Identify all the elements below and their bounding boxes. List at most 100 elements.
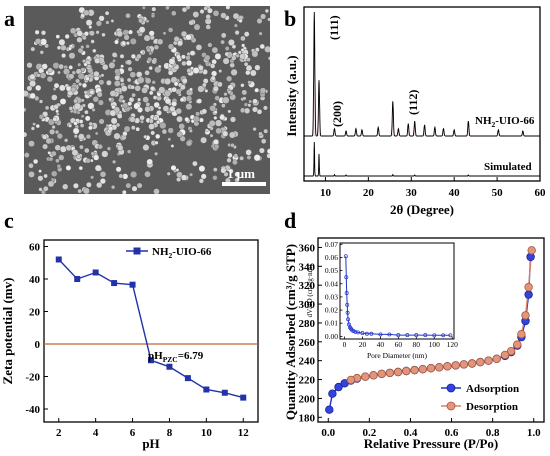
- sem-particle: [104, 10, 110, 16]
- sem-particle: [59, 84, 66, 92]
- sem-particle: [164, 77, 172, 85]
- sem-particle: [258, 31, 263, 36]
- sem-particle: [29, 92, 36, 100]
- sem-particle: [111, 52, 118, 58]
- sem-particle: [150, 13, 156, 18]
- sem-particle: [52, 62, 60, 70]
- sem-particle: [231, 55, 237, 61]
- sem-particle: [68, 106, 74, 111]
- inset-point: [343, 254, 348, 259]
- sem-particle: [86, 181, 92, 188]
- sem-particle: [127, 101, 133, 107]
- sem-particle: [175, 107, 182, 115]
- inset-point: [369, 331, 374, 336]
- sem-particle: [38, 187, 43, 192]
- inset-point: [396, 333, 401, 338]
- sem-particle: [176, 54, 181, 60]
- sem-particle: [106, 79, 112, 86]
- sem-particle: [55, 109, 59, 114]
- sem-particle: [87, 102, 95, 110]
- sem-particle: [238, 18, 243, 23]
- sem-particle: [30, 126, 35, 131]
- sem-particle: [56, 164, 62, 169]
- xrd-chart: 10 20 30 40 50 60 (111) (200) (112) NH2-UIO-6…: [286, 6, 546, 217]
- sem-particle: [264, 45, 270, 53]
- sem-particle: [84, 147, 90, 154]
- sem-particle: [24, 90, 29, 97]
- sem-particle: [232, 12, 240, 20]
- sem-particle: [117, 144, 124, 152]
- sem-particle: [113, 80, 121, 87]
- sem-particle: [224, 46, 230, 51]
- sem-particle: [167, 70, 174, 76]
- sem-particle: [145, 19, 150, 24]
- panel-letter-c: c: [4, 208, 14, 233]
- sem-particle: [195, 44, 203, 51]
- isotherm-legend: Adsorption Desorption: [441, 383, 519, 413]
- sem-particle: [248, 99, 253, 104]
- sem-particle: [221, 103, 226, 108]
- sem-particle: [43, 173, 48, 179]
- sem-particle: [136, 182, 143, 189]
- sem-particle: [77, 133, 85, 141]
- sem-particle: [55, 34, 60, 39]
- sem-particle: [151, 80, 156, 85]
- sem-particle: [47, 67, 53, 73]
- sem-particle: [102, 63, 109, 71]
- sem-particle: [252, 98, 258, 104]
- isotherm-y-tick-label: 340: [299, 261, 316, 273]
- sem-particle: [207, 7, 213, 14]
- sem-particle: [28, 171, 35, 178]
- panel-letter-a: a: [4, 6, 15, 31]
- isotherm-point-desorption: [500, 350, 510, 360]
- zeta-x-tick-label: 8: [167, 427, 173, 439]
- isotherm-point-adsorption: [325, 405, 334, 414]
- isotherm-point-adsorption: [328, 389, 337, 398]
- sem-particle: [56, 45, 62, 50]
- sem-particle: [225, 6, 231, 10]
- sem-particle: [114, 39, 119, 45]
- sem-particle: [47, 180, 55, 188]
- sem-particle: [58, 38, 66, 46]
- sem-particle: [213, 115, 218, 120]
- sem-particle: [180, 84, 186, 90]
- sem-particle: [58, 154, 65, 161]
- isotherm-y-tick-label: 180: [299, 412, 316, 424]
- sem-particle: [246, 155, 252, 160]
- sem-particle: [126, 59, 132, 66]
- sem-particle: [81, 82, 88, 88]
- sem-particle: [35, 123, 40, 129]
- sem-particle: [84, 109, 89, 115]
- isotherm-y-tick-label: 260: [299, 337, 316, 349]
- sem-particle: [83, 90, 88, 95]
- inset-y-axis-title: dV/dD (cm³/g·nm): [306, 264, 314, 318]
- sem-particle: [92, 96, 99, 103]
- isotherm-point-adsorption: [334, 382, 343, 392]
- sem-particle: [266, 153, 270, 159]
- sem-particle: [167, 127, 174, 134]
- sem-particle: [162, 31, 167, 36]
- zeta-legend-marker: [133, 247, 141, 255]
- sem-particle: [51, 94, 58, 101]
- sem-particle: [85, 134, 91, 140]
- sem-particle: [144, 70, 150, 76]
- inset-y-tick-label: 0.00: [325, 332, 338, 341]
- xrd-series-sample: [304, 11, 540, 137]
- sem-particle: [155, 133, 161, 139]
- sem-particle: [167, 43, 175, 50]
- sem-particle: [101, 150, 109, 158]
- isotherm-point-desorption: [393, 367, 403, 377]
- sem-particle: [123, 125, 131, 133]
- sem-particle: [120, 64, 124, 69]
- sem-particle: [115, 166, 122, 173]
- sem-particle: [59, 145, 67, 153]
- sem-particle: [250, 69, 257, 77]
- sem-particle: [157, 64, 162, 69]
- sem-particle: [263, 128, 269, 134]
- sem-particle: [114, 68, 121, 75]
- zeta-point: [240, 394, 247, 401]
- sem-particle: [148, 123, 155, 130]
- sem-particle: [112, 59, 116, 63]
- sem-particle: [68, 73, 75, 80]
- sem-particle: [80, 98, 85, 103]
